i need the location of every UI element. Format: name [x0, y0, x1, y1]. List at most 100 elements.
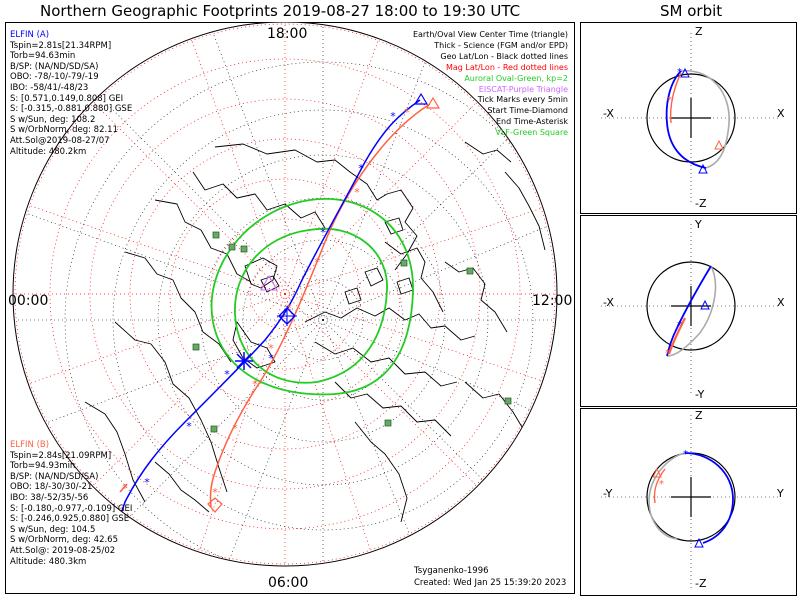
- elfin-a-track: [119, 99, 421, 518]
- elfin-a-line: B/SP: (NA/ND/SD/SA): [10, 61, 99, 72]
- elfin-b-info: ELFIN (B) Tspin=2.84s[21.09RPM] Torb=94.…: [10, 440, 132, 567]
- legend-item: Auroral Oval-Green, kp=2: [464, 73, 568, 83]
- mag-grid: [13, 22, 557, 566]
- legend-item: EISCAT-Purple Triangle: [478, 84, 568, 94]
- elfin-a-line: Att.Sol@2019-08-27/07: [10, 135, 110, 146]
- sm-orbit-plot-yz: * *: [601, 415, 781, 589]
- legend: Earth/Oval View Center Time (triangle) T…: [413, 30, 568, 139]
- sm-orbit-title: SM orbit: [660, 2, 723, 20]
- axis-top: Z: [695, 25, 703, 38]
- legend-item: End Time-Asterisk: [495, 117, 568, 127]
- axis-top: Y: [695, 218, 702, 231]
- axis-top: Z: [695, 409, 703, 422]
- elfin-b-line: B/SP: (NA/ND/SD/SA): [10, 471, 99, 482]
- svg-text:*: *: [677, 67, 682, 78]
- legend-item: Thick - Science (FGM and/or EPD): [434, 40, 568, 50]
- legend-item: Mag Lat/Lon - Red dotted lines: [445, 62, 568, 72]
- svg-text:*: *: [144, 476, 150, 489]
- elfin-a-line: IBO: -58/41/-48/23: [10, 82, 89, 93]
- elfin-b-line: Tspin=2.84s[21.09RPM]: [10, 450, 112, 461]
- vlf-square-icon: [400, 259, 408, 267]
- elfin-a-line: Torb=94.63min: [10, 51, 76, 62]
- svg-text:*: *: [232, 422, 238, 435]
- legend-item: Earth/Oval View Center Time (triangle): [412, 30, 568, 39]
- elfin-b-line: S: [-0.246,0.925,0.880] GSE: [10, 514, 130, 525]
- axis-right: X: [777, 107, 785, 120]
- legend-item: VLF-Green Square: [495, 128, 568, 138]
- axis-bottom: -Y: [695, 388, 705, 401]
- clock-label-right: 12:00: [532, 293, 573, 309]
- vlf-stations: [192, 231, 512, 433]
- clock-label-bottom: 06:00: [268, 575, 309, 591]
- svg-text:*: *: [667, 95, 672, 106]
- elfin-b-line: S: [-0.180,-0.977,-0.109] GEI: [10, 503, 133, 514]
- polar-map-frame: * * * * * * * * * * * * * * * *: [5, 22, 575, 594]
- elfin-a-asterisk-icon: [235, 352, 253, 370]
- polar-map: * * * * * * * * * * * * * * * *: [12, 22, 558, 567]
- sm-orbit-panel-yz: * * Z -Z -Y Y: [580, 408, 797, 596]
- elfin-a-name: ELFIN (A): [10, 30, 50, 40]
- coastlines: [84, 141, 546, 523]
- elfin-b-line: Att.Sol@: 2019-08-25/02: [10, 545, 116, 556]
- sm-orbit-panel-xy: * * Y -Y -X X: [580, 215, 797, 407]
- svg-text:*: *: [404, 106, 410, 119]
- legend-item: Start Time-Diamond: [487, 106, 568, 116]
- elfin-b-name: ELFIN (B): [10, 440, 50, 450]
- svg-text:*: *: [122, 482, 128, 495]
- axis-bottom: -Z: [695, 197, 707, 210]
- elfin-b-line: S w/Sun, deg: 104.5: [10, 524, 96, 535]
- page-title: Northern Geographic Footprints 2019-08-2…: [40, 2, 521, 20]
- elfin-b-end-triangle-icon: [425, 96, 441, 109]
- svg-text:*: *: [314, 256, 320, 269]
- auroral-oval: [210, 198, 414, 396]
- created-timestamp: Created: Wed Jan 25 15:39:20 2023: [414, 578, 567, 588]
- svg-text:*: *: [677, 320, 682, 331]
- axis-left: -Y: [603, 487, 613, 500]
- axis-left: -X: [603, 107, 614, 120]
- svg-text:*: *: [268, 342, 274, 355]
- svg-text:*: *: [286, 302, 292, 315]
- svg-text:*: *: [665, 348, 670, 359]
- elfin-a-line: Altitude: 480.2km: [10, 146, 87, 157]
- svg-text:*: *: [252, 378, 258, 391]
- elfin-b-line: IBO: 38/-52/35/-56: [10, 492, 89, 503]
- legend-item: Geo Lat/Lon - Black dotted lines: [440, 51, 568, 61]
- elfin-b-line: OBO: 18/-30/30/-21: [10, 482, 93, 493]
- svg-text:*: *: [390, 110, 396, 123]
- elfin-b-line: Altitude: 480.3km: [10, 556, 87, 567]
- legend-item: Tick Marks every 5min: [477, 95, 568, 105]
- elfin-b-line: Torb=94.93min: [10, 461, 76, 472]
- svg-text:*: *: [354, 186, 360, 199]
- vlf-square-icon: [240, 245, 248, 253]
- svg-text:*: *: [268, 352, 274, 365]
- axis-bottom: -Z: [695, 577, 707, 590]
- axis-right: X: [777, 296, 785, 309]
- svg-text:*: *: [212, 486, 218, 499]
- elfin-a-line: OBO: -78/-10/-79/-19: [10, 72, 99, 83]
- vlf-square-icon: [212, 231, 220, 239]
- vlf-square-icon: [228, 243, 236, 251]
- axis-left: -X: [603, 296, 614, 309]
- elfin-a-line: S w/Sun, deg: 108.2: [10, 114, 96, 125]
- vlf-square-icon: [384, 419, 392, 427]
- svg-text:*: *: [683, 449, 688, 460]
- elfin-a-line: S: [-0.315,-0.881,0.880] GSE: [10, 104, 133, 115]
- vlf-square-icon: [210, 425, 218, 433]
- vlf-square-icon: [504, 397, 512, 405]
- elfin-a-end-triangle-icon: [413, 92, 429, 105]
- clock-label-left: 00:00: [8, 293, 49, 309]
- elfin-a-line: S w/OrbNorm, deg: 82.11: [10, 125, 119, 136]
- svg-text:*: *: [320, 226, 326, 239]
- elfin-b-track: [119, 103, 431, 508]
- axis-right: Y: [777, 487, 784, 500]
- svg-text:*: *: [659, 479, 664, 490]
- svg-text:*: *: [186, 420, 192, 433]
- sm-orbit-plot-xz: * *: [601, 33, 781, 203]
- vlf-square-icon: [466, 267, 474, 275]
- elfin-a-line: Tspin=2.81s[21.34RPM]: [10, 40, 112, 51]
- elfin-a-info: ELFIN (A) Tspin=2.81s[21.34RPM] Torb=94.…: [10, 30, 132, 157]
- sm-orbit-plot-xy: * *: [601, 224, 781, 394]
- sm-orbit-panel-xz: * * Z -Z -X X: [580, 22, 797, 214]
- elfin-a-line: S: [0.571,0.149,0.808] GEI: [10, 93, 124, 104]
